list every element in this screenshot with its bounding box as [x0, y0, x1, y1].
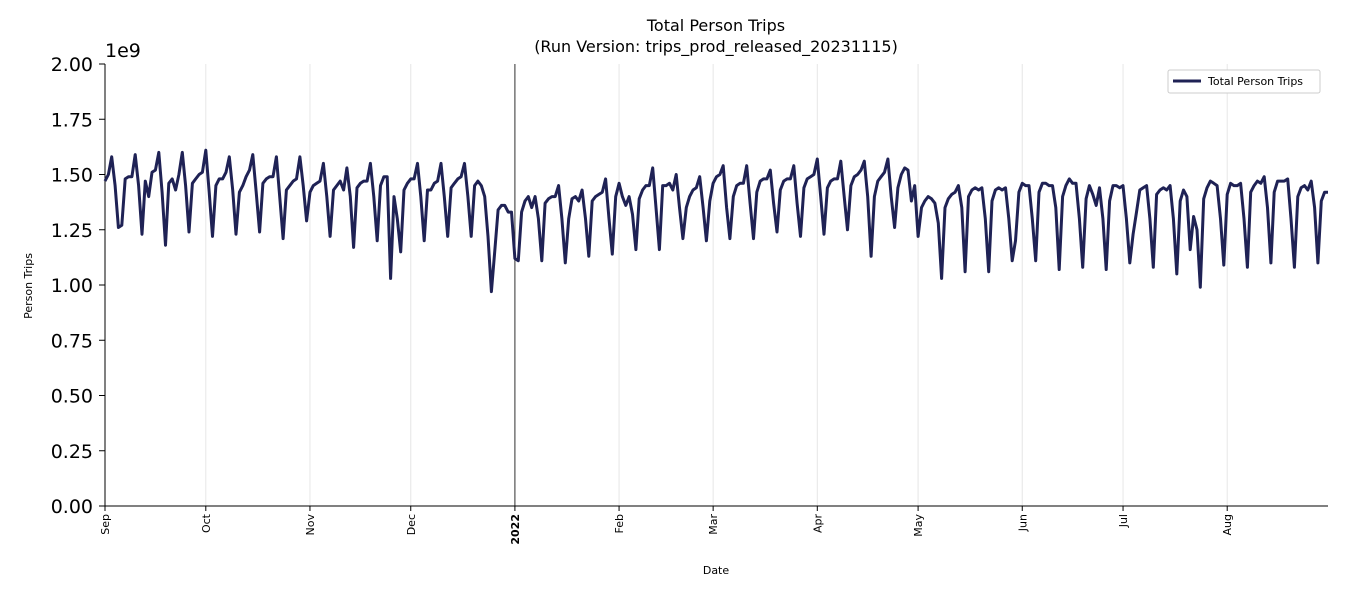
x-tick-label: Oct — [200, 513, 213, 533]
legend: Total Person Trips — [1167, 69, 1321, 94]
x-tick-label: Mar — [707, 514, 720, 535]
y-tick-label: 1.00 — [51, 275, 93, 297]
y-tick-label: 1.25 — [51, 220, 93, 242]
x-tick-label: Feb — [613, 514, 626, 533]
y-tick-label: 2.00 — [51, 54, 93, 76]
x-tick-label: Aug — [1221, 514, 1234, 535]
x-tick-label: Jul — [1117, 514, 1130, 528]
legend-box — [1167, 69, 1321, 94]
chart-subtitle: (Run Version: trips_prod_released_202311… — [534, 37, 898, 57]
x-axis-label: Date — [703, 564, 730, 577]
x-tick-label: Jun — [1016, 514, 1029, 532]
y-tick-label: 0.25 — [51, 441, 93, 463]
series-group — [103, 148, 1328, 294]
x-tick-label: Nov — [304, 514, 317, 536]
y-tick-label: 0.75 — [51, 330, 93, 352]
x-tick-label: May — [912, 514, 925, 537]
x-tick-label: Sep — [99, 514, 112, 535]
y-tick-label: 0.00 — [51, 496, 93, 518]
y-tick-label: 0.50 — [51, 386, 93, 408]
gridlines — [104, 64, 1228, 506]
y-offset-label: 1e9 — [105, 40, 141, 62]
y-tick-label: 1.75 — [51, 109, 93, 131]
y-axis-label: Person Trips — [22, 253, 35, 319]
x-tick-label: Apr — [811, 514, 824, 534]
legend-entry: Total Person Trips — [1207, 75, 1303, 88]
y-tick-label: 1.50 — [51, 165, 93, 187]
series-line-total-person-trips — [103, 148, 1328, 294]
x-tick-label: Dec — [405, 514, 418, 535]
chart-title: Total Person Trips — [646, 16, 785, 35]
x-axis: Sep Oct Nov Dec 2022 Feb Mar Apr May Jun Jul Aug — [99, 505, 1328, 545]
y-axis: 0.00 0.25 0.50 0.75 1.00 1.25 1.50 1.75 2.00 — [51, 54, 106, 518]
x-tick-label: 2022 — [509, 514, 522, 545]
